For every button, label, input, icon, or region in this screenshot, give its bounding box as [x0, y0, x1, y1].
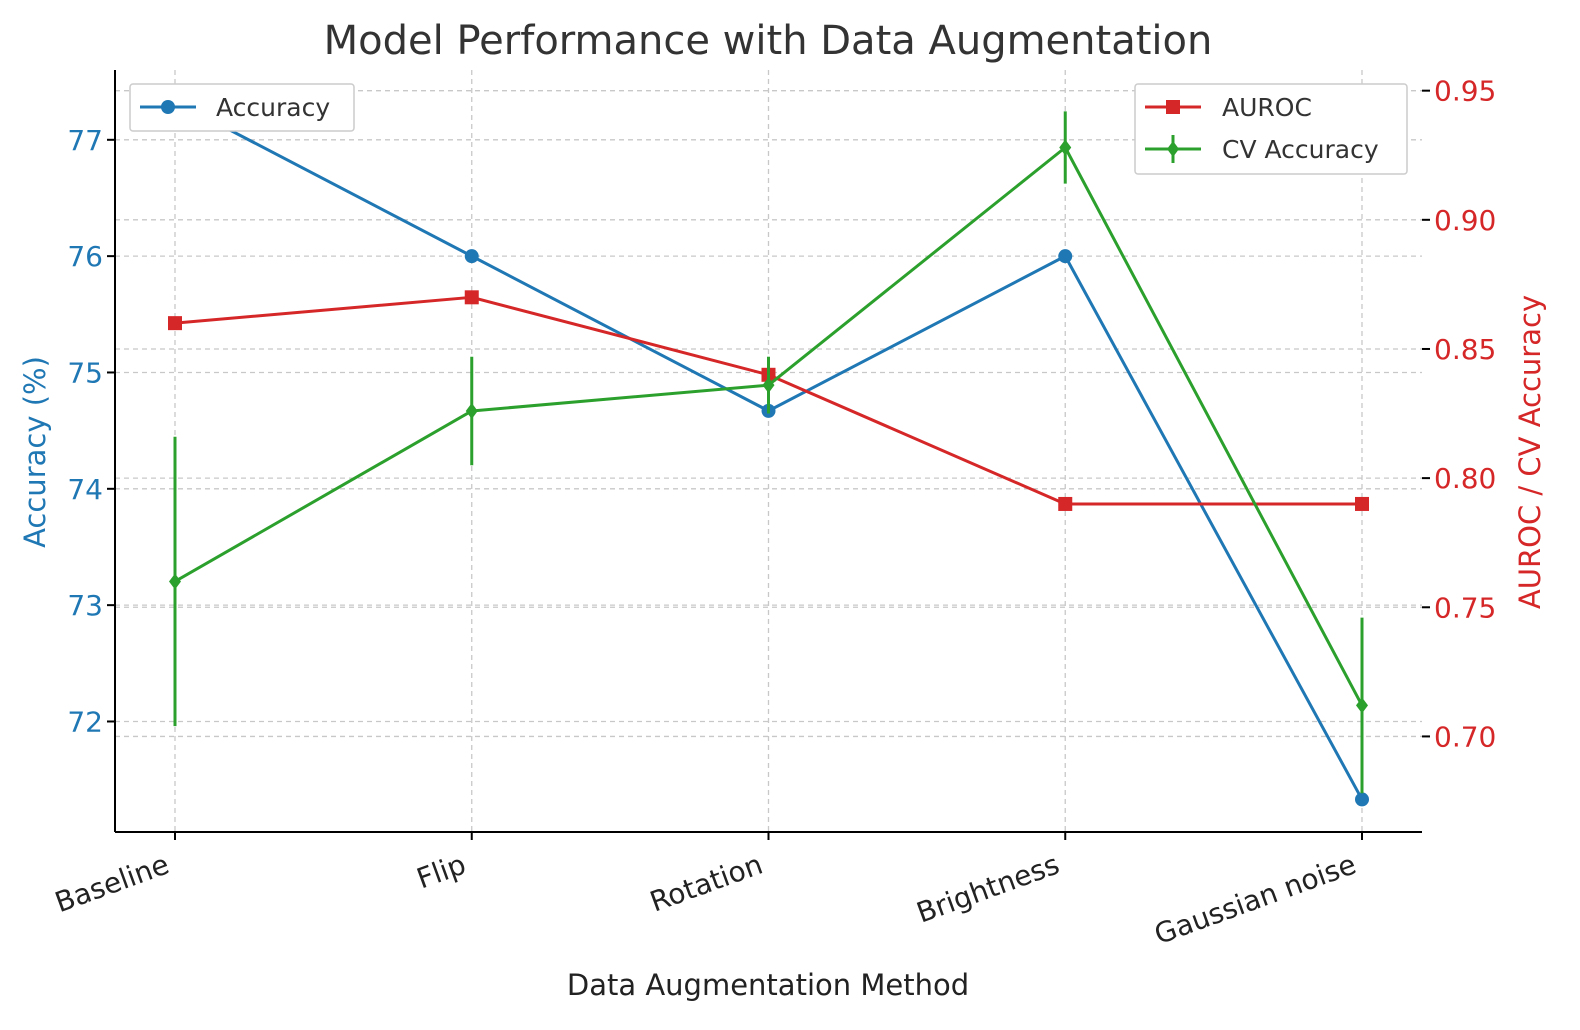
accuracy-point — [1355, 792, 1369, 807]
x-tick-label: Brightness — [912, 848, 1063, 930]
cv-accuracy-point — [465, 402, 478, 419]
auroc-point — [1058, 496, 1073, 511]
legend-left: Accuracy — [129, 83, 355, 132]
auroc-point — [168, 316, 182, 331]
series — [168, 94, 1369, 807]
y-left-ticks: 72 73 74 75 76 77 — [67, 124, 115, 738]
x-tick-label: Gaussian noise — [1150, 848, 1360, 951]
y-left-tick-label: 72 — [67, 705, 103, 738]
legend-right-frame — [1134, 83, 1408, 175]
y-left-tick-label: 76 — [67, 240, 103, 273]
y-left-tick-label: 75 — [67, 356, 103, 389]
x-tick-label: Rotation — [646, 848, 767, 919]
cv-accuracy-point — [1356, 697, 1368, 714]
legend-auroc-label: AUROC — [1222, 93, 1312, 122]
auroc-point — [1355, 496, 1369, 511]
series-cv-accuracy — [169, 111, 1368, 794]
y-right-tick-label: 0.70 — [1434, 720, 1496, 753]
y-right-tick-label: 0.80 — [1434, 462, 1496, 495]
y-left-tick-label: 77 — [67, 124, 103, 157]
auroc-point — [464, 290, 479, 305]
y-left-tick-label: 73 — [67, 589, 103, 622]
legend-cv-marker — [1167, 141, 1179, 157]
legend-accuracy-label: Accuracy — [216, 93, 330, 122]
y-right-tick-label: 0.85 — [1434, 333, 1496, 366]
x-tick-label: Flip — [412, 848, 470, 896]
y-left-tick-label: 74 — [67, 473, 103, 506]
accuracy-point — [1058, 249, 1073, 264]
y-axis-right-label: AUROC / CV Accuracy — [1513, 295, 1547, 609]
chart-title: Model Performance with Data Augmentation — [324, 18, 1213, 64]
y-right-tick-label: 0.90 — [1434, 204, 1496, 237]
y-right-tick-label: 0.95 — [1434, 75, 1496, 108]
x-ticks: Baseline Flip Rotation Brightness Gaussian n… — [51, 832, 1363, 951]
legend-accuracy-marker — [161, 100, 175, 114]
cv-accuracy-point — [1059, 139, 1072, 156]
y-axis-left-label: Accuracy (%) — [18, 356, 52, 548]
y-right-ticks: 0.70 0.75 0.80 0.85 0.90 0.95 — [1422, 75, 1496, 753]
accuracy-point — [464, 249, 479, 264]
legend-left-frame — [129, 83, 355, 132]
cv-accuracy-point — [169, 573, 181, 590]
y-right-tick-label: 0.75 — [1434, 591, 1496, 624]
legend-auroc-marker — [1166, 100, 1180, 114]
legend-cv-label: CV Accuracy — [1222, 135, 1379, 164]
cv-accuracy-point — [762, 377, 775, 394]
x-tick-label: Baseline — [51, 848, 174, 920]
legend-right: AUROC CV Accuracy — [1134, 83, 1408, 175]
x-axis-label: Data Augmentation Method — [567, 968, 969, 1002]
